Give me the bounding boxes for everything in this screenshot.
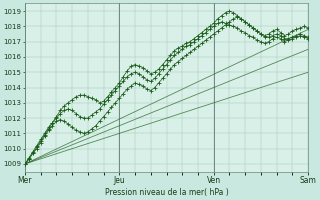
X-axis label: Pression niveau de la mer( hPa ): Pression niveau de la mer( hPa ) <box>105 188 228 197</box>
